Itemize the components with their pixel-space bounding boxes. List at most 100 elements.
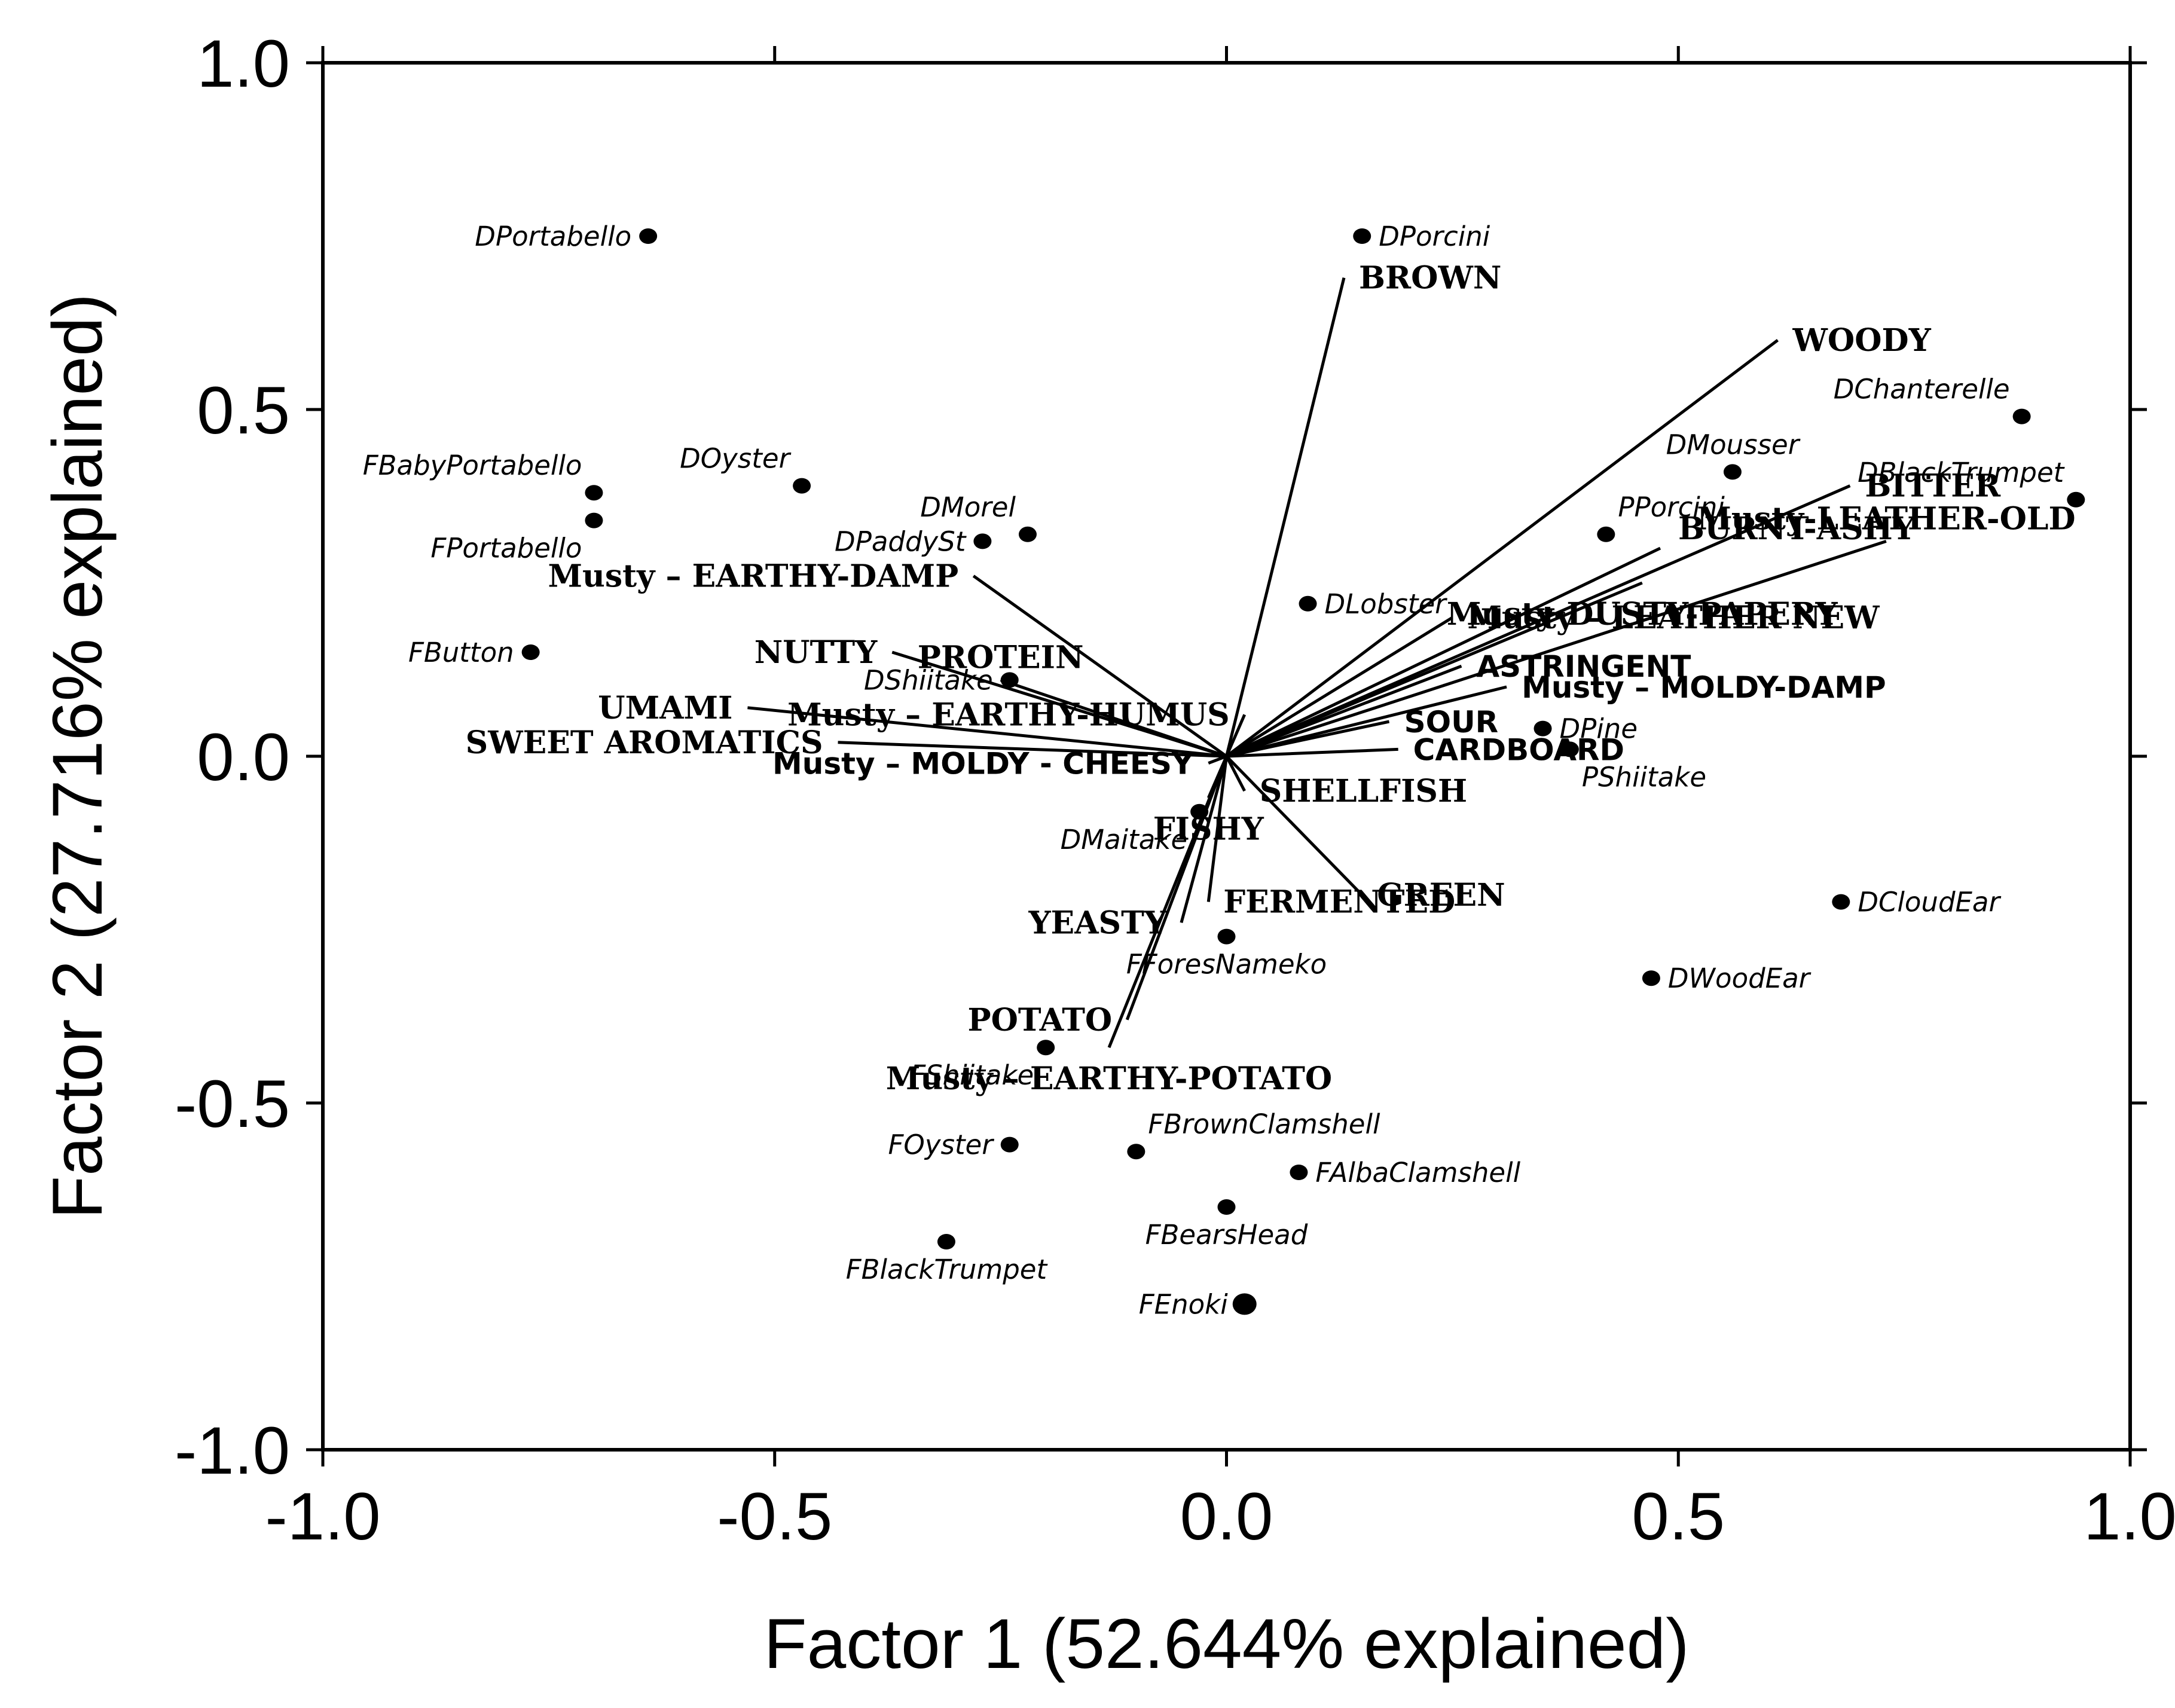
point-dmousser [1723,464,1742,480]
vector-cardboard [1226,747,1398,758]
x-tick-label: -0.5 [717,1479,832,1554]
attribute-label: Musty – EARTHY-POTATO [886,1061,1332,1097]
point-foyster [1000,1136,1019,1153]
point-dshiitake [1000,672,1019,688]
sample-label: FBabyPortabello [363,450,582,481]
vector-shellfish [1225,755,1246,792]
vector-yeasty [1180,756,1228,924]
sample-label: DShiitake [864,664,993,696]
sample-label: FBrownClamshell [1148,1108,1380,1140]
sample-label: DBlackTrumpet [1858,457,2066,488]
vector-musty-leather-new [1226,616,1453,758]
sample-points [521,228,2085,1315]
vector-woody [1225,339,1779,757]
attribute-label: POTATO [967,1002,1112,1038]
attribute-label: Musty – LEATHER NEW [1467,600,1880,636]
axis-ticks: -1.0 -0.5 0.0 0.5 1.0 1.0 0.5 0.0 -0.5 -1.0 [175,26,2175,1554]
x-axis-title: Factor 1 (52.644% explained) [763,1605,1689,1683]
x-tick-label: 0.0 [1180,1479,1273,1554]
vector-musty-moldy-cheesy [1208,754,1227,765]
point-fenoki [1232,1293,1257,1315]
attribute-label: Musty-DUSTY-PAPERY [1447,596,1838,633]
attribute-label: Musty – EARTHY-DAMP [548,558,959,594]
sample-label: DMorel [920,491,1016,523]
attribute-label: SOUR [1404,705,1499,740]
attribute-label: WOODY [1792,322,1932,359]
sample-label: FBearsHead [1145,1219,1308,1251]
vector-musty-dusty-papery [1226,581,1643,758]
vector-protein [1000,679,1227,758]
attribute-label: Musty-LEATHER-OLD [1697,500,2075,537]
sample-label: FShiitake [910,1059,1034,1091]
y-tick-label: 1.0 [197,26,290,101]
attribute-label: UMAMI [598,690,732,726]
attribute-label: Musty – MOLDY - CHEESY [772,747,1194,781]
x-tick-label: 1.0 [2084,1479,2175,1554]
sample-label: DWoodEar [1668,963,1812,994]
vector-musty-moldy-damp [1226,685,1507,758]
vector-green [1225,755,1364,896]
sample-label: FForesNameko [1126,949,1327,980]
y-tick-label: 0.5 [197,373,290,448]
point-fshiitake [1037,1040,1055,1056]
point-pshiitake [1560,741,1579,757]
attribute-label: Musty – EARTHY-HUMUS [787,696,1230,733]
sample-label: DOyster [680,443,791,475]
point-dchanterelle [2012,408,2031,424]
attribute-label: YEASTY [1028,905,1166,941]
attribute-label: BURNT-ASHY [1678,511,1916,547]
attribute-label: FISHY [1153,811,1264,848]
sample-label: DChanterelle [1834,374,2010,405]
attribute-label: ASTRINGENT [1476,649,1691,684]
attribute-label: SHELLFISH [1260,773,1467,809]
sample-label: DPortabello [475,221,631,252]
point-dporcini [1353,228,1371,244]
point-dblacktrumpet [2067,491,2085,508]
point-fbabyportabello [585,485,603,501]
sample-label: PPorcini [1618,491,1725,523]
point-dportabello [639,228,658,244]
attribute-label: Musty – MOLDY-DAMP [1522,670,1886,705]
point-dlobster [1299,595,1317,612]
y-tick-label: -1.0 [175,1413,290,1488]
sample-label: FButton [408,637,514,668]
vector-musty-earthy-potato [1107,756,1228,1049]
vector-musty-earthy-humus [1225,714,1247,757]
point-pporcini [1597,526,1615,542]
sample-label: DLobster [1325,588,1448,620]
attribute-label: SWEET AROMATICS [466,725,823,761]
attribute-label: BROWN [1359,260,1501,297]
point-fportabello [585,512,603,528]
vector-musty-leather-old [1226,540,1887,758]
point-dmorel [1018,526,1037,542]
vector-brown [1225,277,1346,757]
sample-label: DCloudEar [1858,887,2001,918]
attribute-label: BITTER [1865,468,2000,505]
point-fbearshead [1217,1199,1236,1215]
point-dpine [1534,720,1552,737]
attribute-label: GREEN [1377,877,1505,913]
sample-label: DPaddySt [835,525,967,557]
point-dpaddyst [973,533,992,549]
x-tick-label: -1.0 [265,1479,381,1554]
vector-fermented [1206,756,1228,902]
sample-label: DPorcini [1379,221,1490,252]
y-tick-label: 0.0 [197,720,290,795]
sample-label: FEnoki [1139,1288,1228,1320]
vector-umami [747,706,1227,758]
vector-musty-earthy-damp [972,575,1227,758]
attribute-label: FERMENTED [1223,884,1455,921]
x-tick-label: 0.5 [1632,1479,1725,1554]
point-dwoodear [1642,970,1660,986]
y-axis-title: Factor 2 (27.716% explained) [38,294,117,1219]
y-tick-label: -0.5 [175,1067,290,1141]
sample-label: DMaitake [1061,824,1188,855]
sample-label: FPortabello [430,533,582,564]
point-fblacktrumpet [937,1234,955,1249]
point-fbrownclamshell [1127,1144,1145,1160]
sample-label: FBlackTrumpet [846,1254,1049,1285]
vector-sweet-aromatics [838,741,1227,758]
attribute-vectors [747,277,1887,1049]
vector-bitter [1226,484,1851,758]
